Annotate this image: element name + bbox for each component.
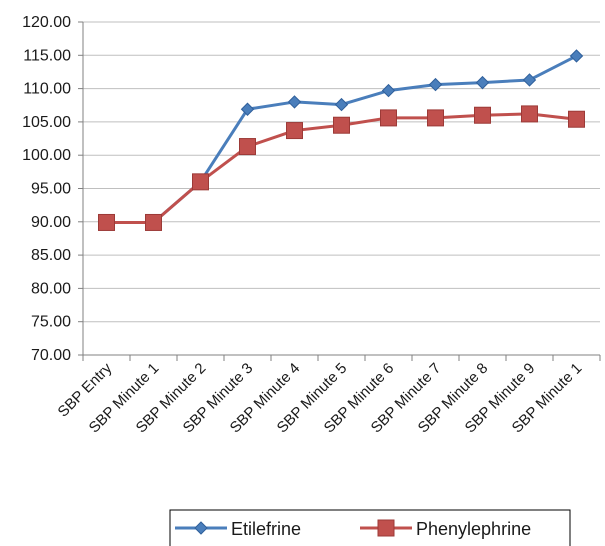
y-tick-label: 120.00 xyxy=(22,14,71,31)
gridlines xyxy=(83,21,600,323)
series-etilefrine xyxy=(99,49,584,230)
data-point xyxy=(98,213,115,231)
legend-item: Etilefrine xyxy=(175,519,301,539)
data-point xyxy=(522,73,537,87)
data-point xyxy=(334,97,349,112)
y-tick-label: 95.00 xyxy=(31,181,71,198)
series-line xyxy=(106,54,578,224)
data-point xyxy=(428,77,443,92)
data-point xyxy=(569,49,584,63)
y-tick-label: 75.00 xyxy=(31,314,71,331)
series xyxy=(98,49,585,231)
legend-square-marker xyxy=(377,519,395,537)
data-point xyxy=(239,138,256,156)
y-tick-label: 85.00 xyxy=(31,247,71,264)
axes xyxy=(78,21,601,361)
data-point xyxy=(475,75,490,90)
y-tick-label: 115.00 xyxy=(23,47,71,64)
data-point xyxy=(568,110,585,128)
y-tick-label: 105.00 xyxy=(22,114,71,131)
data-point xyxy=(145,213,162,231)
data-point xyxy=(381,83,396,98)
y-tick-label: 70.00 xyxy=(31,347,71,364)
legend: Etilefrine Phenylephrine xyxy=(169,509,571,546)
y-tick-label: 80.00 xyxy=(31,280,71,297)
data-point xyxy=(240,102,255,116)
legend-diamond-marker xyxy=(194,521,208,535)
y-tick-label: 100.00 xyxy=(22,147,71,164)
data-point xyxy=(333,116,350,134)
y-tick-label: 110.00 xyxy=(23,81,71,98)
data-point xyxy=(380,109,397,127)
data-point xyxy=(521,105,538,123)
data-point xyxy=(286,122,303,140)
legend-item: Phenylephrine xyxy=(360,519,531,539)
y-tick-labels: 70.00 75.00 80.00 85.00 90.00 95.00 100.00 105.… xyxy=(22,14,71,364)
legend-label: Etilefrine xyxy=(231,519,301,539)
series-phenylephrine xyxy=(98,105,585,231)
data-point xyxy=(427,109,444,127)
data-point xyxy=(287,95,302,109)
data-point xyxy=(474,106,491,124)
legend-label: Phenylephrine xyxy=(416,519,531,539)
data-point xyxy=(192,173,209,191)
y-tick-label: 90.00 xyxy=(31,214,71,231)
